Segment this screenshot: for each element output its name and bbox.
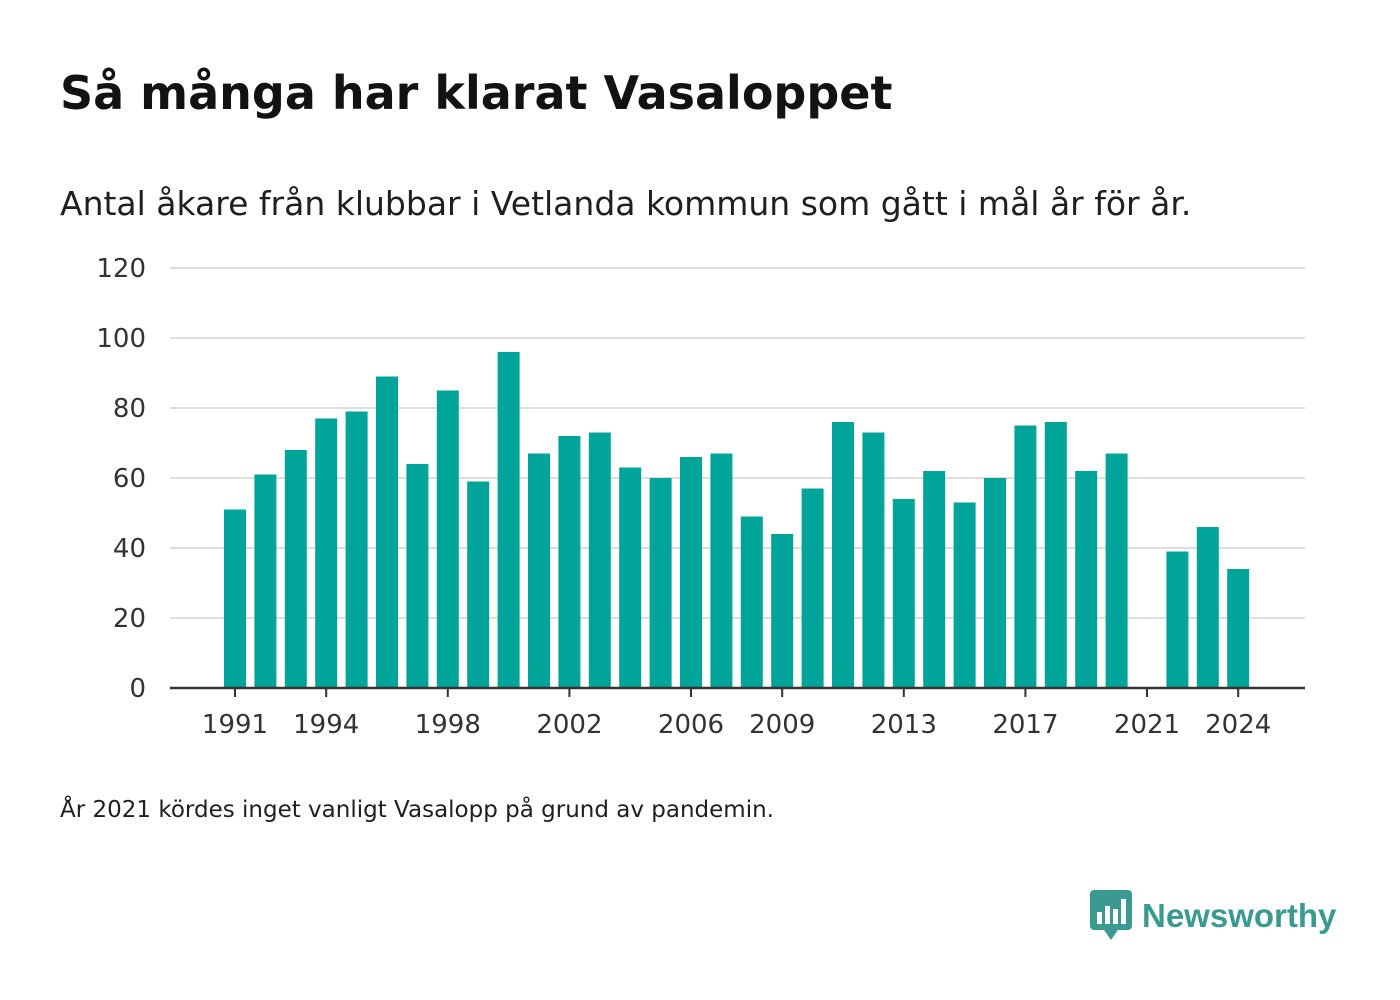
x-tick-label: 1991 [202, 710, 268, 740]
bar [892, 499, 915, 688]
bar-chart-badge-icon [1090, 890, 1132, 940]
gridlines [170, 267, 1305, 619]
x-tick-label: 2024 [1205, 710, 1271, 740]
x-tick-label: 2009 [749, 710, 815, 740]
bar [923, 471, 946, 688]
bar [1075, 471, 1098, 688]
bar [680, 457, 702, 688]
x-tick-label: 2006 [658, 710, 724, 740]
y-tick-label: 80 [113, 394, 146, 424]
bar [224, 509, 246, 688]
bar [740, 516, 763, 688]
chart-title: Så många har klarat Vasaloppet [60, 66, 893, 120]
y-tick-label: 20 [113, 604, 146, 634]
bar [1166, 551, 1189, 688]
bar [862, 432, 885, 688]
bar [801, 488, 824, 688]
y-tick-label: 0 [129, 674, 146, 704]
footnote: År 2021 kördes inget vanligt Vasalopp på… [60, 797, 774, 823]
bar [284, 450, 307, 688]
y-tick-label: 40 [113, 534, 146, 564]
bar [254, 474, 277, 688]
bar [1044, 422, 1067, 688]
bar [467, 481, 490, 688]
bar [497, 352, 520, 688]
x-tick-label: 2002 [536, 710, 602, 740]
x-tick-label: 2013 [871, 710, 937, 740]
bar [315, 418, 338, 688]
bar [1105, 453, 1128, 688]
y-tick-label: 120 [96, 254, 146, 284]
chart-subtitle: Antal åkare från klubbar i Vetlanda komm… [60, 184, 1192, 223]
x-tick-label: 2017 [992, 710, 1058, 740]
x-tick-label: 2021 [1114, 710, 1180, 740]
bar [984, 478, 1006, 688]
bar [376, 376, 398, 688]
bar [528, 453, 550, 688]
bar-chart: 0 20 40 60 80 100 120 1991 1994 1998 2002 2006 2009 2… [96, 254, 1305, 740]
y-tick-label: 60 [113, 464, 146, 494]
bar [345, 411, 368, 688]
bar [406, 464, 429, 688]
bar [771, 534, 794, 688]
axes: 0 20 40 60 80 100 120 1991 1994 1998 2002 2006 2009 2… [96, 254, 1305, 740]
bars [224, 352, 1250, 688]
bar [953, 502, 976, 688]
y-tick-label: 100 [96, 324, 146, 354]
brand-name: Newsworthy [1142, 897, 1337, 934]
bar [619, 467, 642, 688]
bar [832, 422, 854, 688]
bar [1196, 527, 1219, 688]
bar [436, 390, 459, 688]
bar [588, 432, 611, 688]
x-tick-label: 1994 [293, 710, 359, 740]
bar [649, 478, 672, 688]
brand-logo: Newsworthy [1090, 890, 1336, 942]
bar [558, 436, 581, 688]
bar [710, 453, 733, 688]
bar [1014, 425, 1037, 688]
bar [1227, 569, 1250, 688]
x-tick-label: 1998 [415, 710, 481, 740]
